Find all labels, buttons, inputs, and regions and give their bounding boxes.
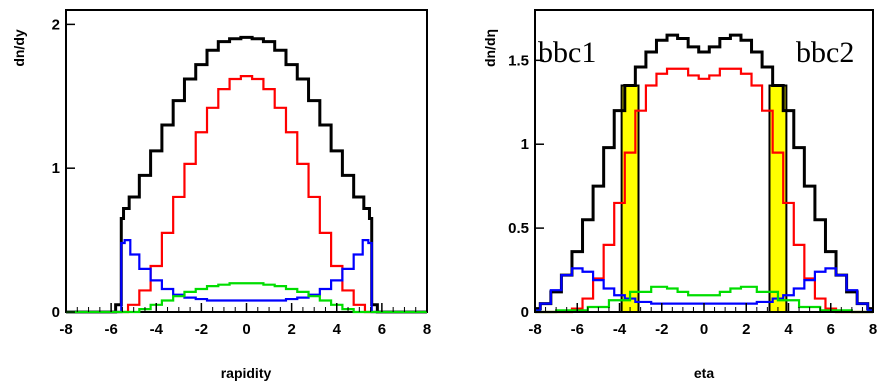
bands-right [620, 84, 788, 313]
series-green-right [535, 285, 873, 314]
series-red-right [535, 67, 873, 314]
series-total-left [66, 35, 427, 314]
x-tick-label: 2 [742, 321, 750, 338]
x-tick-label: 8 [869, 321, 877, 338]
y-tick-label: 2 [52, 16, 60, 33]
x-axis-title-right: eta [694, 365, 714, 381]
x-tick-label: 0 [700, 321, 708, 338]
series-right [535, 33, 873, 314]
x-tick-label: -6 [571, 321, 584, 338]
y-axis-title-left: dn/dy [11, 29, 27, 67]
y-tick-label: 0.5 [508, 220, 529, 237]
x-tick-label: -4 [150, 321, 164, 338]
series-blue-left [66, 238, 427, 314]
x-tick-label: 6 [378, 321, 386, 338]
x-tick-label: -6 [104, 321, 117, 338]
y-tick-label: 0 [52, 304, 60, 321]
x-tick-label: 0 [242, 321, 250, 338]
x-tick-label: -8 [59, 321, 72, 338]
x-tick-label: -2 [195, 321, 208, 338]
series-red-left [66, 75, 427, 314]
y-tick-label: 1.5 [508, 52, 529, 69]
annotation-bbc2: bbc2 [796, 36, 854, 69]
y-axis-title-right: dn/dη [482, 29, 498, 67]
series-left [66, 35, 427, 314]
x-axis-title-left: rapidity [221, 365, 272, 381]
x-tick-label: 8 [423, 321, 431, 338]
series-total-right [535, 33, 873, 311]
x-tick-label: 4 [784, 321, 793, 338]
x-tick-label: -8 [528, 321, 541, 338]
annotation-bbc1: bbc1 [538, 36, 596, 69]
ticks-right: -8 -6 -4 -2 0 2 4 6 8 0 0.5 1 1.5 [508, 52, 877, 338]
panel-left: -8 -6 -4 -2 0 2 4 6 8 0 1 2 rapidity dn/dy [11, 9, 432, 381]
x-tick-label: 4 [333, 321, 342, 338]
x-tick-label: 6 [827, 321, 835, 338]
series-green-left [66, 282, 427, 314]
y-tick-label: 1 [52, 160, 60, 177]
x-tick-label: -4 [613, 321, 627, 338]
x-tick-label: 2 [287, 321, 295, 338]
y-tick-label: 0 [521, 304, 529, 321]
ticks-left: -8 -6 -4 -2 0 2 4 6 8 0 1 2 [52, 16, 432, 338]
x-tick-label: -2 [655, 321, 668, 338]
panel-right: -8 -6 -4 -2 0 2 4 6 8 0 0.5 1 1.5 bbc1 bbc2 eta dn/d… [482, 9, 877, 381]
y-tick-label: 1 [521, 136, 529, 153]
